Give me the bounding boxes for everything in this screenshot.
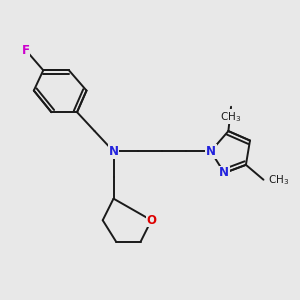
Text: O: O xyxy=(146,214,156,227)
Text: CH$_3$: CH$_3$ xyxy=(268,173,289,187)
Text: N: N xyxy=(219,167,229,179)
Text: F: F xyxy=(22,44,30,56)
Text: N: N xyxy=(109,145,118,158)
Text: CH$_3$: CH$_3$ xyxy=(220,110,242,124)
Text: N: N xyxy=(206,145,216,158)
